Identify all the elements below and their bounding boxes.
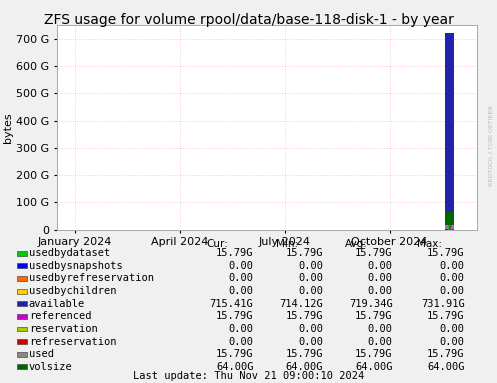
Text: 731.91G: 731.91G: [421, 299, 465, 309]
Text: 0.00: 0.00: [229, 324, 253, 334]
Text: 0.00: 0.00: [440, 286, 465, 296]
Text: 719.34G: 719.34G: [349, 299, 393, 309]
Text: 64.00G: 64.00G: [427, 362, 465, 372]
Text: used: used: [29, 349, 54, 359]
Text: 715.41G: 715.41G: [210, 299, 253, 309]
Text: 0.00: 0.00: [298, 337, 323, 347]
Text: 15.79G: 15.79G: [427, 248, 465, 258]
Text: 0.00: 0.00: [368, 273, 393, 283]
Text: 0.00: 0.00: [440, 273, 465, 283]
Text: referenced: referenced: [29, 311, 91, 321]
Text: available: available: [29, 299, 85, 309]
Text: 0.00: 0.00: [440, 337, 465, 347]
Text: 64.00G: 64.00G: [355, 362, 393, 372]
Bar: [445, 33, 454, 230]
Text: 0.00: 0.00: [368, 286, 393, 296]
Text: Max:: Max:: [417, 239, 442, 249]
Text: 15.79G: 15.79G: [355, 349, 393, 359]
Text: 0.00: 0.00: [229, 337, 253, 347]
Text: RRDTOOL / TOBI OETIKER: RRDTOOL / TOBI OETIKER: [489, 105, 494, 186]
Text: 0.00: 0.00: [440, 261, 465, 271]
Text: 714.12G: 714.12G: [279, 299, 323, 309]
Text: 0.00: 0.00: [229, 286, 253, 296]
Bar: [445, 229, 454, 230]
Text: 15.79G: 15.79G: [286, 349, 323, 359]
Bar: [445, 226, 454, 230]
Text: refreservation: refreservation: [29, 337, 116, 347]
Text: 64.00G: 64.00G: [286, 362, 323, 372]
Text: Last update: Thu Nov 21 09:00:10 2024: Last update: Thu Nov 21 09:00:10 2024: [133, 372, 364, 381]
Text: 15.79G: 15.79G: [427, 311, 465, 321]
Bar: [445, 212, 454, 230]
Text: 15.79G: 15.79G: [286, 248, 323, 258]
Text: ZFS usage for volume rpool/data/base-118-disk-1 - by year: ZFS usage for volume rpool/data/base-118…: [44, 13, 453, 28]
Text: 0.00: 0.00: [298, 261, 323, 271]
Text: 15.79G: 15.79G: [216, 248, 253, 258]
Text: 0.00: 0.00: [229, 261, 253, 271]
Text: 0.00: 0.00: [368, 337, 393, 347]
Text: Avg:: Avg:: [345, 239, 368, 249]
Text: 15.79G: 15.79G: [216, 349, 253, 359]
Text: Cur:: Cur:: [206, 239, 228, 249]
Text: usedbychildren: usedbychildren: [29, 286, 116, 296]
Bar: [449, 226, 450, 230]
Text: reservation: reservation: [29, 324, 97, 334]
Text: 0.00: 0.00: [298, 286, 323, 296]
Text: 15.79G: 15.79G: [355, 311, 393, 321]
Text: usedbyrefreservation: usedbyrefreservation: [29, 273, 154, 283]
Bar: [448, 226, 452, 230]
Text: 0.00: 0.00: [298, 324, 323, 334]
Text: 15.79G: 15.79G: [286, 311, 323, 321]
Text: 15.79G: 15.79G: [427, 349, 465, 359]
Text: 0.00: 0.00: [298, 273, 323, 283]
Text: 0.00: 0.00: [368, 261, 393, 271]
Text: usedbysnapshots: usedbysnapshots: [29, 261, 123, 271]
Text: 0.00: 0.00: [440, 324, 465, 334]
Text: 15.79G: 15.79G: [355, 248, 393, 258]
Text: volsize: volsize: [29, 362, 73, 372]
Text: Min:: Min:: [276, 239, 298, 249]
Text: 64.00G: 64.00G: [216, 362, 253, 372]
Text: 15.79G: 15.79G: [216, 311, 253, 321]
Text: usedbydataset: usedbydataset: [29, 248, 110, 258]
Text: 0.00: 0.00: [368, 324, 393, 334]
Text: 0.00: 0.00: [229, 273, 253, 283]
Y-axis label: bytes: bytes: [3, 112, 13, 142]
